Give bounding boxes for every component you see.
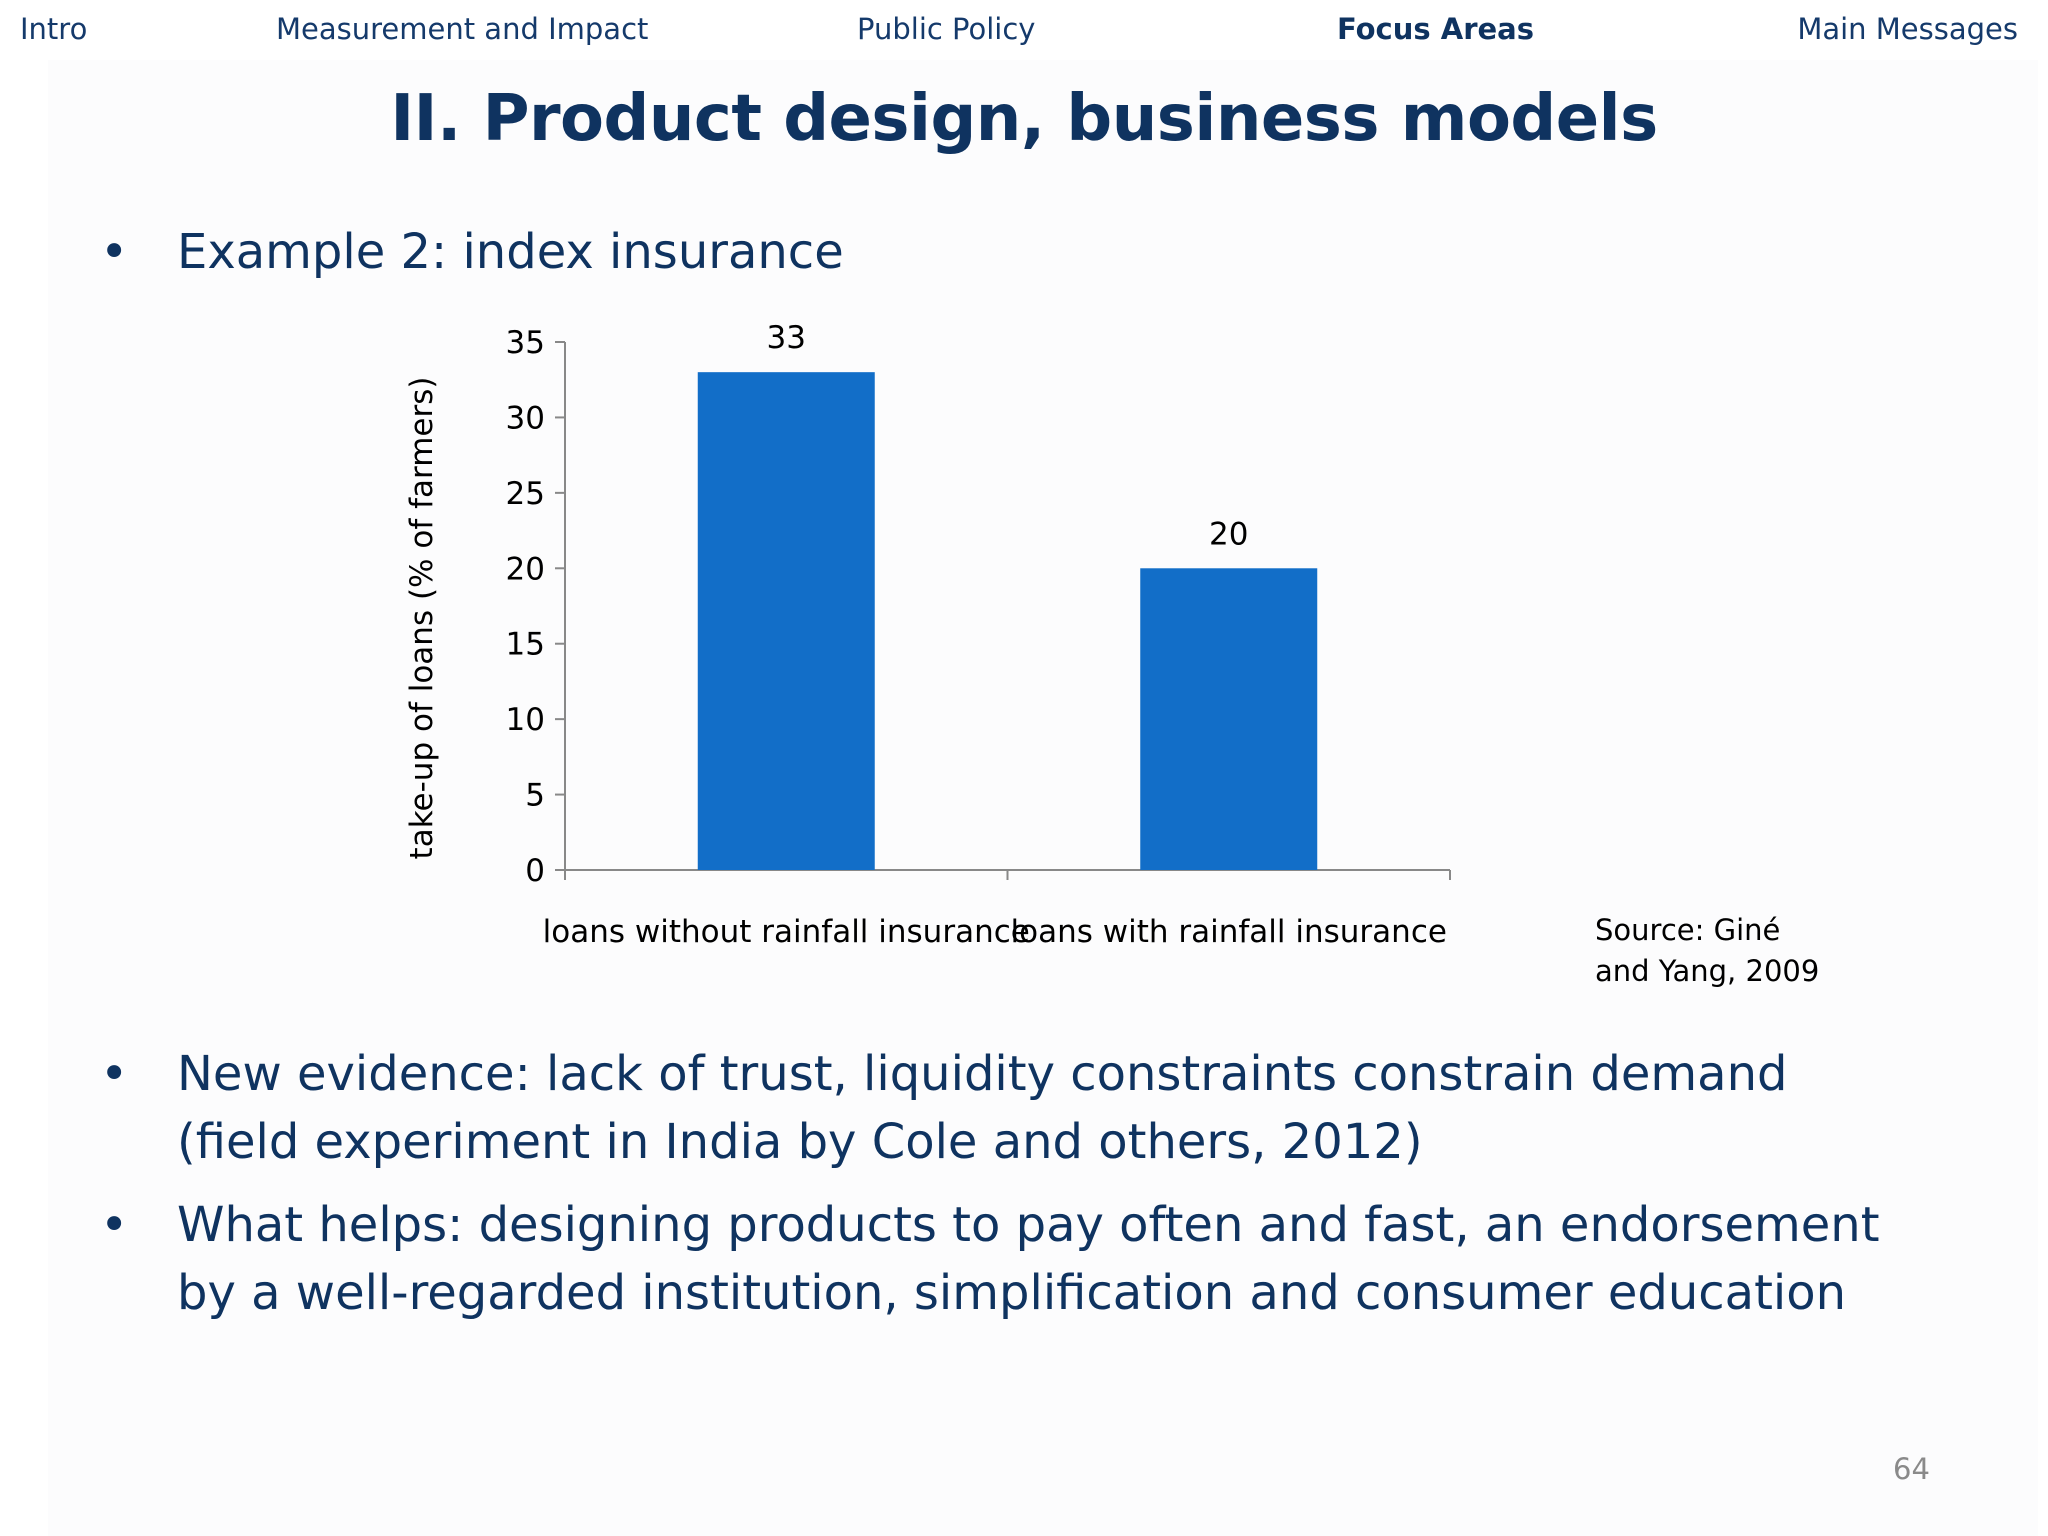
nav-item-public-policy[interactable]: Public Policy — [857, 12, 1036, 46]
bar-chart: 0 5 10 15 20 25 30 35 loans without rainfall in… — [404, 320, 1451, 950]
y-tick-label: 30 — [506, 400, 545, 436]
bullet-line: (field experiment in India by Cole and o… — [177, 1114, 1423, 1170]
bullet-text: What helps: designing products to pay of… — [177, 1191, 1880, 1327]
y-tick-label: 10 — [506, 702, 545, 738]
data-labels: 33 20 — [767, 320, 1249, 552]
top-navigation: Intro Measurement and Impact Public Poli… — [0, 0, 2048, 60]
bullet-line: Example 2: index insurance — [177, 224, 844, 280]
bullet-line: What helps: designing products to pay of… — [177, 1197, 1880, 1253]
nav-item-measurement-and-impact[interactable]: Measurement and Impact — [276, 12, 649, 46]
source-line: Source: Giné — [1595, 913, 1781, 947]
slide-title: II. Product design, business models — [390, 82, 1658, 156]
nav-item-focus-areas[interactable]: Focus Areas — [1337, 12, 1534, 46]
y-tick-label: 25 — [506, 476, 545, 512]
bullet-text: Example 2: index insurance — [177, 218, 844, 286]
source-line: and Yang, 2009 — [1595, 954, 1820, 988]
bullet-marker: • — [100, 224, 129, 280]
bullet-marker: • — [100, 1197, 129, 1253]
x-category-label: loans without rainfall insurance — [543, 914, 1030, 950]
bar — [1140, 568, 1318, 870]
bullet-marker: • — [100, 1046, 129, 1102]
y-tick-label: 35 — [506, 325, 545, 361]
nav-item-main-messages[interactable]: Main Messages — [1797, 12, 2018, 46]
y-tick-label: 15 — [506, 627, 545, 663]
bar — [697, 372, 875, 870]
y-axis: 0 5 10 15 20 25 30 35 — [506, 325, 566, 889]
y-tick-label: 5 — [525, 778, 545, 814]
nav-item-intro[interactable]: Intro — [20, 12, 88, 46]
page-number: 64 — [1893, 1452, 1930, 1486]
x-category-label: loans with rainfall insurance — [1011, 914, 1447, 950]
bars — [697, 372, 1318, 870]
y-tick-label: 20 — [506, 551, 545, 587]
slide-background — [48, 60, 2038, 1536]
y-tick-label: 0 — [525, 853, 545, 889]
data-label: 33 — [767, 320, 806, 356]
bullet-text: New evidence: lack of trust, liquidity c… — [177, 1040, 1787, 1176]
bullet-line: by a well-regarded institution, simplifi… — [177, 1265, 1847, 1321]
source-note: Source: Giné and Yang, 2009 — [1595, 910, 1835, 992]
y-axis-label: take-up of loans (% of farmers) — [404, 377, 440, 860]
bullet-line: New evidence: lack of trust, liquidity c… — [177, 1046, 1788, 1102]
data-label: 20 — [1209, 516, 1248, 552]
